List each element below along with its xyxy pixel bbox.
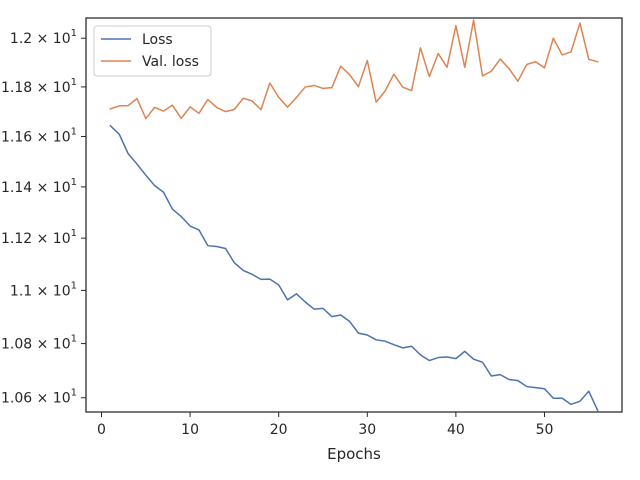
x-tick-label: 30 <box>358 422 376 438</box>
y-tick-label: 1.12 × 101 <box>1 228 77 247</box>
x-tick-label: 10 <box>181 422 199 438</box>
x-axis-label: Epochs <box>327 445 381 463</box>
plot-frame <box>85 17 623 413</box>
y-tick-label: 1.08 × 101 <box>1 334 77 353</box>
x-tick-label: 0 <box>97 422 106 438</box>
x-tick-label: 40 <box>447 422 465 438</box>
y-tick-label: 1.16 × 101 <box>1 126 77 145</box>
series-line-loss <box>109 124 599 412</box>
series-line-val-loss <box>109 19 599 120</box>
series-layer <box>109 19 599 412</box>
legend: Loss Val. loss <box>93 25 212 77</box>
legend-label: Val. loss <box>142 54 199 70</box>
y-tick-label: 1.18 × 101 <box>1 77 77 96</box>
x-tick-label: 50 <box>536 422 554 438</box>
y-tick-label: 1.06 × 101 <box>1 388 77 407</box>
y-tick-label: 1.1 × 101 <box>10 280 77 299</box>
y-axis-ticks: 1.06 × 101 1.08 × 101 1.1 × 101 1.12 × 101 1… <box>1 28 86 407</box>
x-axis-ticks: 0 10 20 30 40 50 <box>97 412 553 438</box>
legend-label: Loss <box>142 32 173 48</box>
x-tick-label: 20 <box>270 422 288 438</box>
y-tick-label: 1.2 × 101 <box>10 28 77 47</box>
y-tick-label: 1.14 × 101 <box>1 177 77 196</box>
